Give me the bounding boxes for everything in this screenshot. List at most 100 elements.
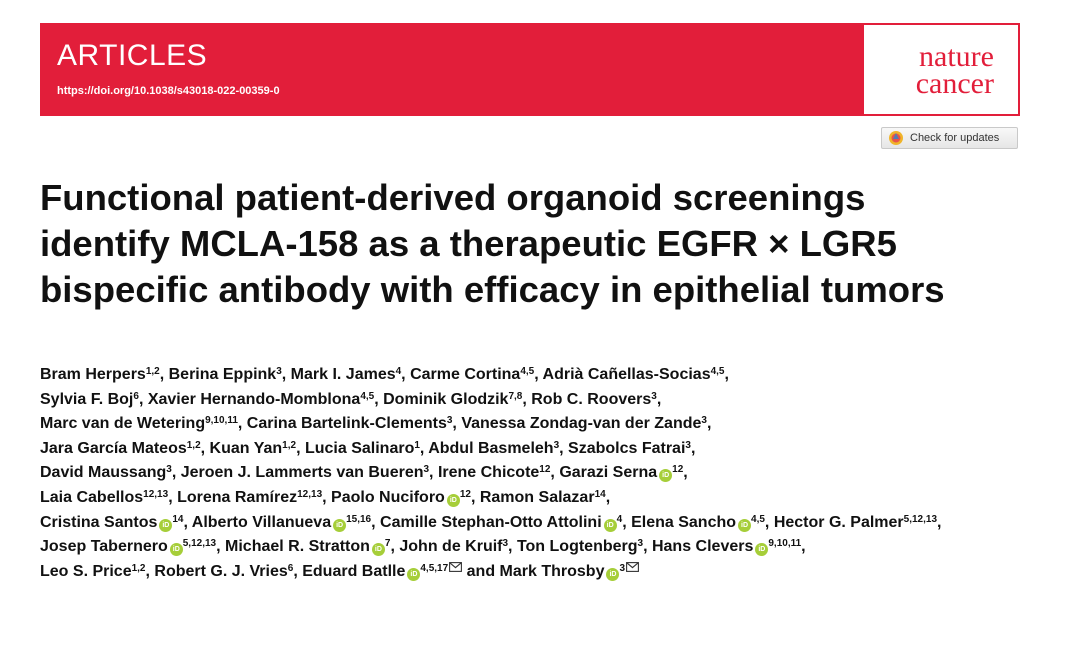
author-name: Vanessa Zondag-van der Zande xyxy=(461,415,702,433)
author[interactable]: Mark I. James4 xyxy=(291,366,402,383)
author-name: Mark I. James xyxy=(290,366,396,383)
orcid-icon[interactable]: iD xyxy=(659,469,673,483)
affiliation-numbers: 12 xyxy=(539,464,551,476)
author[interactable]: Sylvia F. Boj6 xyxy=(40,391,139,408)
author[interactable]: Rob C. Roovers3 xyxy=(531,391,657,408)
author[interactable]: Lorena Ramírez12,13 xyxy=(177,489,322,506)
affiliation-numbers: 15,16 xyxy=(346,513,372,525)
author[interactable]: Michael R. Stratton iD7 xyxy=(225,538,391,557)
author[interactable]: Cristina Santos iD14 xyxy=(40,514,183,532)
affiliation-numbers: 3 xyxy=(446,415,453,427)
author-name: Ramon Salazar xyxy=(479,488,595,506)
affiliation-numbers: 12 xyxy=(459,488,471,500)
author-name: Adrià Cañellas-Socias xyxy=(542,366,711,383)
orcid-icon[interactable]: iD xyxy=(738,518,752,532)
journal-name-line1: nature xyxy=(919,40,994,73)
affiliation-numbers: 5,12,13 xyxy=(903,513,938,525)
orcid-icon[interactable]: iD xyxy=(169,543,183,557)
author[interactable]: Ramon Salazar14 xyxy=(480,489,606,506)
affiliation-numbers: 7 xyxy=(384,538,391,550)
author[interactable]: Lucia Salinaro1 xyxy=(305,440,420,457)
author-name: John de Kruif xyxy=(399,538,503,556)
affiliation-numbers: 3 xyxy=(685,439,691,451)
affiliation-numbers: 5,12,13 xyxy=(182,538,217,550)
author[interactable]: Hector G. Palmer5,12,13 xyxy=(774,514,937,531)
author-name: Ton Logtenberg xyxy=(516,538,638,556)
author-name: Lucia Salinaro xyxy=(304,439,415,457)
orcid-icon[interactable]: iD xyxy=(755,543,769,557)
author-name: Hans Clevers xyxy=(651,538,754,556)
author[interactable]: Jara García Mateos1,2 xyxy=(40,440,201,457)
author[interactable]: Irene Chicote12 xyxy=(438,464,550,481)
author[interactable]: Bram Herpers1,2 xyxy=(40,366,160,383)
author[interactable]: Garazi Serna iD12 xyxy=(559,464,683,483)
author[interactable]: Jeroen J. Lammerts van Bueren3 xyxy=(181,464,429,481)
check-for-updates-button[interactable]: Check for updates xyxy=(881,127,1018,149)
author[interactable]: Adrià Cañellas-Socias4,5 xyxy=(543,366,725,383)
author-name: David Maussang xyxy=(40,464,167,482)
affiliation-numbers: 12,13 xyxy=(297,488,323,500)
orcid-icon[interactable]: iD xyxy=(159,518,173,532)
email-icon[interactable] xyxy=(449,561,463,572)
orcid-icon[interactable]: iD xyxy=(603,518,617,532)
orcid-icon[interactable]: iD xyxy=(333,518,347,532)
author-name: Carme Cortina xyxy=(410,366,521,383)
journal-logo[interactable]: nature cancer xyxy=(864,25,1018,114)
author-name: Mark Throsby xyxy=(499,562,605,580)
author[interactable]: Berina Eppink3 xyxy=(169,366,282,383)
affiliation-numbers: 3 xyxy=(701,415,707,427)
doi-link[interactable]: https://doi.org/10.1038/s43018-022-00359… xyxy=(57,85,280,97)
affiliation-numbers: 4,5 xyxy=(360,390,375,402)
author[interactable]: Kuan Yan1,2 xyxy=(210,440,297,457)
affiliation-numbers: 6 xyxy=(287,562,294,574)
author[interactable]: Abdul Basmeleh3 xyxy=(428,440,559,457)
author[interactable]: Camille Stephan-Otto Attolini iD4 xyxy=(380,514,622,532)
author[interactable]: Leo S. Price1,2 xyxy=(40,563,146,580)
article-banner: ARTICLES https://doi.org/10.1038/s43018-… xyxy=(40,23,1020,116)
author[interactable]: Laia Cabellos12,13 xyxy=(40,489,168,506)
author-list: Bram Herpers1,2, Berina Eppink3, Mark I.… xyxy=(40,363,1075,584)
affiliation-numbers: 9,10,11 xyxy=(205,415,238,427)
author-line: Jara García Mateos1,2, Kuan Yan1,2, Luci… xyxy=(40,439,696,457)
crossmark-icon xyxy=(889,131,903,145)
author[interactable]: Mark Throsby iD3 xyxy=(499,561,639,581)
author-line: Laia Cabellos12,13, Lorena Ramírez12,13,… xyxy=(40,488,611,507)
author[interactable]: Hans Clevers iD9,10,11 xyxy=(651,538,801,557)
check-for-updates-label: Check for updates xyxy=(910,132,1000,144)
author[interactable]: Marc van de Wetering9,10,11 xyxy=(40,415,238,432)
author-conjunction: and xyxy=(462,563,499,580)
affiliation-numbers: 6 xyxy=(133,390,139,402)
author[interactable]: Robert G. J. Vries6 xyxy=(154,563,293,580)
author-name: Bram Herpers xyxy=(40,366,146,383)
author[interactable]: David Maussang3 xyxy=(40,464,172,481)
affiliation-numbers: 1,2 xyxy=(131,562,146,574)
author[interactable]: Szabolcs Fatrai3 xyxy=(568,440,691,457)
author[interactable]: Dominik Glodzik7,8 xyxy=(383,391,522,408)
title-line: Functional patient-derived organoid scre… xyxy=(40,177,866,218)
author[interactable]: Carme Cortina4,5 xyxy=(410,366,534,383)
author-line: Cristina Santos iD14, Alberto Villanueva i… xyxy=(40,513,942,532)
orcid-icon[interactable]: iD xyxy=(606,567,620,581)
author-name: Josep Tabernero xyxy=(40,538,168,556)
affiliation-numbers: 4,5 xyxy=(520,366,535,377)
author-name: Irene Chicote xyxy=(437,464,540,482)
author[interactable]: Vanessa Zondag-van der Zande3 xyxy=(461,415,707,432)
author-line: David Maussang3, Jeroen J. Lammerts van … xyxy=(40,464,688,483)
author[interactable]: Paolo Nuciforo iD12 xyxy=(331,488,471,507)
title-line: identify MCLA-158 as a therapeutic EGFR … xyxy=(40,223,897,264)
orcid-icon[interactable]: iD xyxy=(407,567,421,581)
affiliation-numbers: 3 xyxy=(651,390,657,402)
author[interactable]: Carina Bartelink-Clements3 xyxy=(247,415,453,432)
author[interactable]: Ton Logtenberg3 xyxy=(517,538,643,555)
author[interactable]: Alberto Villanueva iD15,16 xyxy=(192,513,372,532)
author[interactable]: John de Kruif3 xyxy=(399,538,508,555)
orcid-icon[interactable]: iD xyxy=(446,493,460,507)
author[interactable]: Elena Sancho iD4,5 xyxy=(631,514,765,532)
author[interactable]: Josep Tabernero iD5,12,13 xyxy=(40,538,217,557)
author[interactable]: Xavier Hernando-Momblona4,5 xyxy=(148,391,374,408)
author[interactable]: Eduard Batlle iD4,5,17 xyxy=(302,561,463,581)
author-name: Hector G. Palmer xyxy=(773,513,904,531)
email-icon[interactable] xyxy=(626,561,639,572)
orcid-icon[interactable]: iD xyxy=(371,543,385,557)
journal-name-line2: cancer xyxy=(915,67,994,100)
